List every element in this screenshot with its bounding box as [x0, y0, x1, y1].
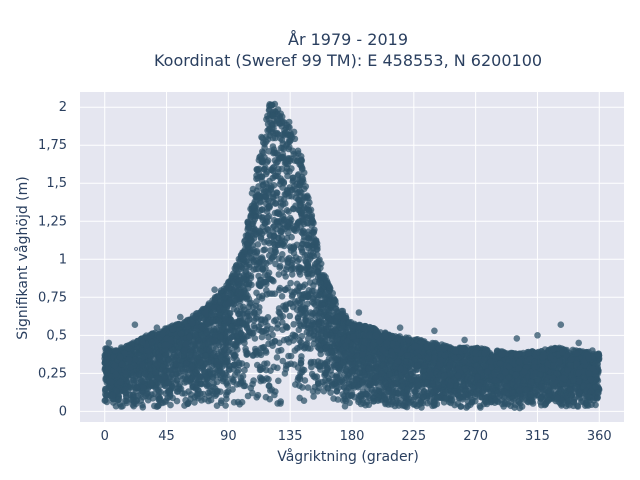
- data-point: [304, 384, 312, 391]
- data-point: [254, 241, 262, 248]
- data-point: [262, 366, 270, 374]
- data-point: [258, 295, 266, 302]
- data-point: [254, 391, 262, 399]
- data-point: [234, 369, 241, 376]
- data-point: [283, 207, 291, 214]
- data-point: [299, 230, 307, 237]
- data-point: [288, 271, 296, 278]
- data-point: [236, 380, 243, 388]
- data-point: [264, 127, 271, 134]
- data-point: [296, 394, 304, 402]
- data-point: [310, 229, 317, 237]
- data-point: [467, 401, 474, 409]
- data-point: [239, 372, 247, 380]
- data-point: [253, 298, 260, 305]
- data-points: [101, 100, 603, 412]
- data-point: [308, 312, 315, 320]
- data-point: [273, 354, 281, 361]
- data-point: [279, 251, 286, 258]
- data-point: [263, 360, 271, 367]
- data-point: [258, 206, 266, 213]
- data-point: [339, 307, 347, 315]
- data-point: [232, 362, 239, 369]
- data-point: [174, 385, 182, 393]
- data-point: [279, 319, 286, 326]
- data-point: [290, 321, 297, 328]
- data-point: [225, 338, 233, 346]
- data-point: [286, 312, 294, 320]
- data-point: [276, 264, 284, 271]
- data-point: [264, 237, 271, 245]
- data-point: [253, 249, 261, 256]
- data-point: [278, 293, 286, 300]
- data-point: [282, 365, 290, 373]
- data-point: [251, 335, 259, 342]
- data-point: [286, 138, 293, 145]
- data-point: [253, 289, 260, 297]
- data-point: [574, 403, 582, 410]
- data-point: [258, 333, 266, 341]
- data-point: [296, 271, 304, 278]
- data-point: [288, 293, 296, 300]
- data-point: [301, 322, 308, 330]
- data-point: [292, 300, 300, 307]
- data-point: [261, 246, 269, 253]
- data-point: [279, 357, 287, 365]
- data-point: [304, 335, 312, 342]
- data-point: [317, 350, 325, 358]
- data-point: [298, 332, 306, 340]
- data-point: [287, 279, 294, 287]
- data-point: [284, 284, 292, 292]
- data-point: [230, 399, 238, 406]
- data-point: [223, 391, 230, 399]
- data-point: [216, 311, 223, 319]
- data-point: [287, 360, 295, 368]
- data-point: [181, 374, 189, 382]
- data-point: [272, 316, 280, 324]
- data-point: [309, 387, 317, 395]
- data-point: [135, 372, 143, 379]
- data-point: [197, 380, 205, 388]
- data-point: [273, 324, 281, 332]
- data-point: [275, 377, 282, 385]
- data-point: [290, 225, 298, 233]
- data-point: [287, 300, 295, 307]
- data-point: [284, 324, 291, 331]
- data-point: [537, 395, 545, 403]
- data-point: [191, 394, 198, 401]
- data-point: [341, 403, 349, 410]
- data-point: [310, 393, 317, 400]
